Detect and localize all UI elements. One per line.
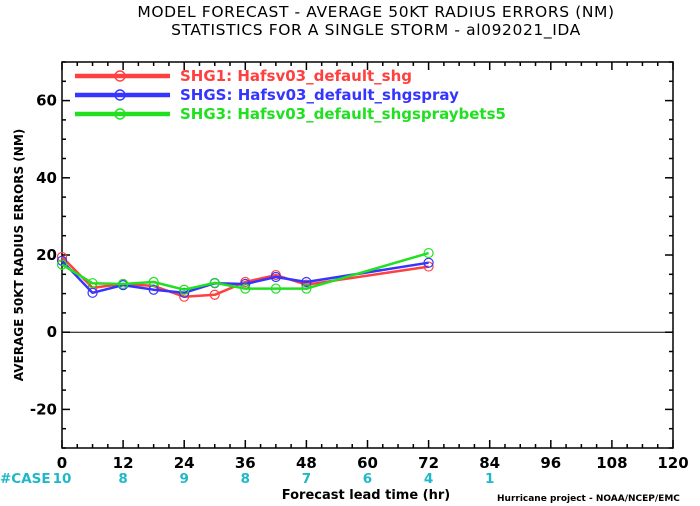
series-2 bbox=[56, 255, 434, 298]
case-count: 8 bbox=[241, 471, 250, 487]
data-point bbox=[148, 276, 159, 288]
series-line bbox=[61, 256, 429, 298]
case-count: 1 bbox=[485, 471, 494, 487]
data-point bbox=[270, 283, 281, 294]
x-tick-label: 60 bbox=[357, 454, 378, 472]
data-point bbox=[423, 257, 434, 268]
data-point bbox=[301, 276, 312, 288]
data-point bbox=[87, 278, 98, 289]
x-tick-label: 120 bbox=[657, 454, 688, 472]
y-tick-label: 60 bbox=[36, 92, 57, 110]
x-tick-label: 0 bbox=[57, 454, 67, 472]
case-counts: 10 8 9 8 7 6 4 1 bbox=[53, 471, 495, 487]
data-point bbox=[117, 278, 129, 290]
case-count: 10 bbox=[53, 471, 72, 487]
data-point bbox=[209, 277, 220, 288]
x-tick-label: 48 bbox=[296, 454, 317, 472]
y-axis-label: AVERAGE 50KT RADIUS ERRORS (NM) bbox=[12, 129, 26, 381]
data-point bbox=[179, 287, 190, 298]
data-point bbox=[87, 287, 98, 298]
data-point bbox=[301, 283, 312, 294]
data-point bbox=[423, 247, 434, 259]
data-point bbox=[179, 284, 190, 295]
series-line bbox=[61, 251, 429, 291]
series-3 bbox=[56, 247, 434, 295]
series-lines bbox=[56, 247, 434, 302]
case-count: 4 bbox=[424, 471, 433, 487]
chart-subtitle: STATISTICS FOR A SINGLE STORM - al092021… bbox=[171, 21, 581, 40]
data-point bbox=[209, 289, 220, 300]
legend-marker bbox=[114, 108, 126, 120]
chart-title: MODEL FORECAST - AVERAGE 50KT RADIUS ERR… bbox=[137, 3, 614, 21]
legend-label: SHGS: Hafsv03_default_shgspray bbox=[180, 86, 459, 104]
case-label: #CASE bbox=[0, 471, 51, 487]
x-tick-label: 36 bbox=[235, 454, 256, 472]
case-count: 8 bbox=[118, 471, 127, 487]
y-tick-label: -20 bbox=[30, 400, 57, 418]
legend-item: SHG3: Hafsv03_default_shgspraybets5 bbox=[75, 105, 506, 123]
legend-marker bbox=[114, 89, 126, 101]
credit-text: Hurricane project - NOAA/NCEP/EMC bbox=[497, 494, 680, 504]
y-tick-label: 0 bbox=[47, 323, 57, 341]
x-tick-label: 108 bbox=[596, 454, 627, 472]
data-point bbox=[240, 283, 251, 294]
x-tick-label: 96 bbox=[540, 454, 561, 472]
x-tick-label: 12 bbox=[113, 454, 134, 472]
y-tick-label: 20 bbox=[36, 246, 57, 264]
case-count: 7 bbox=[302, 471, 311, 487]
y-tick-label: 40 bbox=[36, 169, 57, 187]
data-point bbox=[270, 271, 281, 283]
x-tick-label: 72 bbox=[418, 454, 439, 472]
legend-marker bbox=[114, 70, 126, 82]
data-point bbox=[423, 261, 434, 272]
data-point bbox=[148, 284, 159, 295]
x-axis-label: Forecast lead time (hr) bbox=[282, 488, 450, 503]
case-count: 6 bbox=[363, 471, 372, 487]
series-1 bbox=[56, 251, 434, 302]
plot-area: -20 0 20 40 60 0 12 24 36 48 60 72 84 96 108 120 bbox=[30, 61, 689, 472]
x-tick-label: 84 bbox=[479, 454, 500, 472]
data-point bbox=[56, 259, 68, 270]
legend-label: SHG1: Hafsv03_default_shg bbox=[180, 67, 412, 85]
x-tick-label: 24 bbox=[174, 454, 195, 472]
legend-item: SHG1: Hafsv03_default_shg bbox=[75, 67, 412, 85]
series-line bbox=[61, 259, 429, 295]
case-count: 9 bbox=[179, 471, 188, 487]
legend-label: SHG3: Hafsv03_default_shgspraybets5 bbox=[180, 105, 506, 123]
legend-item: SHGS: Hafsv03_default_shgspray bbox=[75, 86, 459, 104]
